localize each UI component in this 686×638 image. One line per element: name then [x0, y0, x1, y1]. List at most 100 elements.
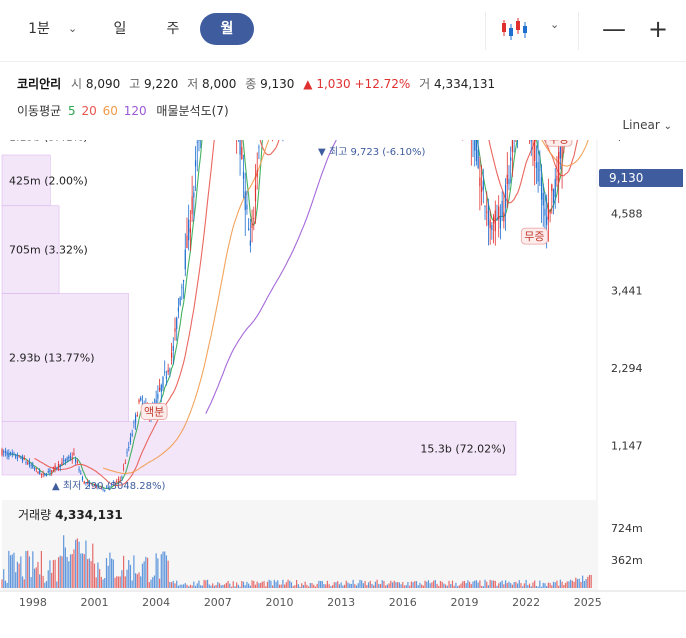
volume-bar [395, 582, 397, 588]
volume-bar [511, 584, 514, 588]
zoom-in-icon[interactable]: + [648, 15, 669, 43]
candlestick [552, 189, 555, 203]
candlestick [99, 487, 101, 489]
volume-bar [123, 555, 125, 588]
volume-profile-label: 1.15b (5.41%) [9, 140, 88, 144]
candlestick [52, 466, 54, 469]
volume-bar [105, 558, 108, 588]
candlestick [105, 487, 108, 489]
candlestick [90, 483, 92, 485]
volume-bar [140, 576, 142, 588]
candlestick [501, 200, 503, 216]
indicator-legend[interactable]: 이동평균 5 20 60 120 매물분석도(7) [17, 102, 229, 119]
volume-bar [253, 580, 255, 588]
volume-bar [376, 579, 378, 588]
volume-bar [307, 586, 310, 588]
candlestick [503, 212, 505, 222]
volume-bar [366, 585, 368, 588]
candlestick [549, 212, 551, 214]
volume-bar [328, 584, 330, 588]
volume-bar [182, 584, 185, 588]
volume-bar [434, 580, 436, 588]
moving-average-line [102, 140, 589, 474]
volume-bar [458, 585, 460, 588]
volume-bar [90, 561, 92, 588]
volume-bar [71, 554, 73, 588]
volume-bar [325, 584, 327, 588]
candlestick [80, 473, 82, 474]
candlestick [158, 387, 161, 391]
candlestick [51, 470, 53, 472]
candlestick [253, 218, 255, 220]
volume-bar [566, 581, 568, 588]
volume-bar [357, 583, 359, 588]
volume-bar [304, 581, 306, 588]
volume-bar [292, 586, 294, 588]
volume-bar [61, 556, 63, 588]
candlestick [104, 490, 106, 491]
volume-bar [427, 580, 430, 588]
candlestick [117, 479, 120, 481]
volume-bar [138, 572, 140, 588]
volume-bar [417, 585, 419, 588]
volume-bar [64, 547, 66, 588]
time-axis-tick: 1998 [19, 596, 47, 609]
volume-bar [424, 580, 426, 588]
candlestick [494, 210, 496, 232]
volume-bar [575, 577, 577, 588]
volume-bar [590, 574, 592, 588]
candlestick [28, 462, 31, 465]
candlestick [71, 457, 73, 459]
chevron-down-icon[interactable]: ⌄ [68, 22, 78, 35]
change-percent: +12.72% [354, 77, 411, 91]
candlestick [164, 371, 166, 373]
volume-bar [491, 580, 493, 588]
volume-bar [289, 580, 291, 588]
candlestick [492, 216, 495, 224]
candlestick-chart-icon[interactable] [500, 16, 528, 42]
volume-bar [480, 585, 483, 588]
volume-bar [438, 586, 440, 588]
volume-bar [390, 580, 392, 588]
candlestick [510, 157, 512, 161]
tab-week[interactable]: 주 [166, 21, 180, 37]
volume-bar [580, 581, 582, 588]
price-chart[interactable]: 142m (0.67%)598m (2.82%)1.15b (5.41%)425… [0, 140, 686, 620]
volume-bar [583, 580, 585, 588]
volume-bar [294, 585, 296, 588]
chevron-down-icon[interactable]: ⌄ [550, 18, 560, 31]
volume-bar [215, 584, 217, 588]
volume-bar [100, 576, 102, 588]
volume-profile-bar [1, 154, 51, 207]
low-label: 저 [187, 77, 199, 91]
volume-bar [63, 535, 65, 588]
volume-bar [445, 584, 447, 588]
volume-bar [45, 581, 48, 588]
candlestick [167, 369, 169, 373]
volume-bar [333, 582, 335, 588]
tab-month[interactable]: 월 [200, 13, 254, 45]
price-axis-tick: 4,588 [611, 207, 643, 220]
price-axis-tick: 1,147 [611, 440, 643, 453]
volume-bar [193, 581, 195, 588]
candlestick [102, 488, 104, 490]
candlestick [157, 394, 159, 399]
volume-bar [563, 584, 565, 588]
volume-bar [201, 585, 204, 588]
volume-bar [405, 585, 407, 588]
volume-bar [104, 577, 106, 588]
volume-bar [486, 581, 488, 588]
volume-bar [314, 586, 317, 588]
tab-day[interactable]: 일 [113, 21, 127, 37]
volume-bar [561, 581, 563, 588]
tab-1min[interactable]: 1분 [28, 21, 50, 37]
volume-bar [30, 577, 32, 588]
volume-bar [4, 580, 7, 588]
volume-bar [414, 581, 416, 588]
candlestick [479, 177, 481, 187]
volume-bar [576, 579, 579, 588]
volume-bar [510, 583, 512, 588]
volume-bar [20, 556, 22, 588]
scale-mode-selector[interactable]: Linear ⌄ [622, 118, 672, 132]
zoom-out-icon[interactable]: — [602, 15, 626, 43]
